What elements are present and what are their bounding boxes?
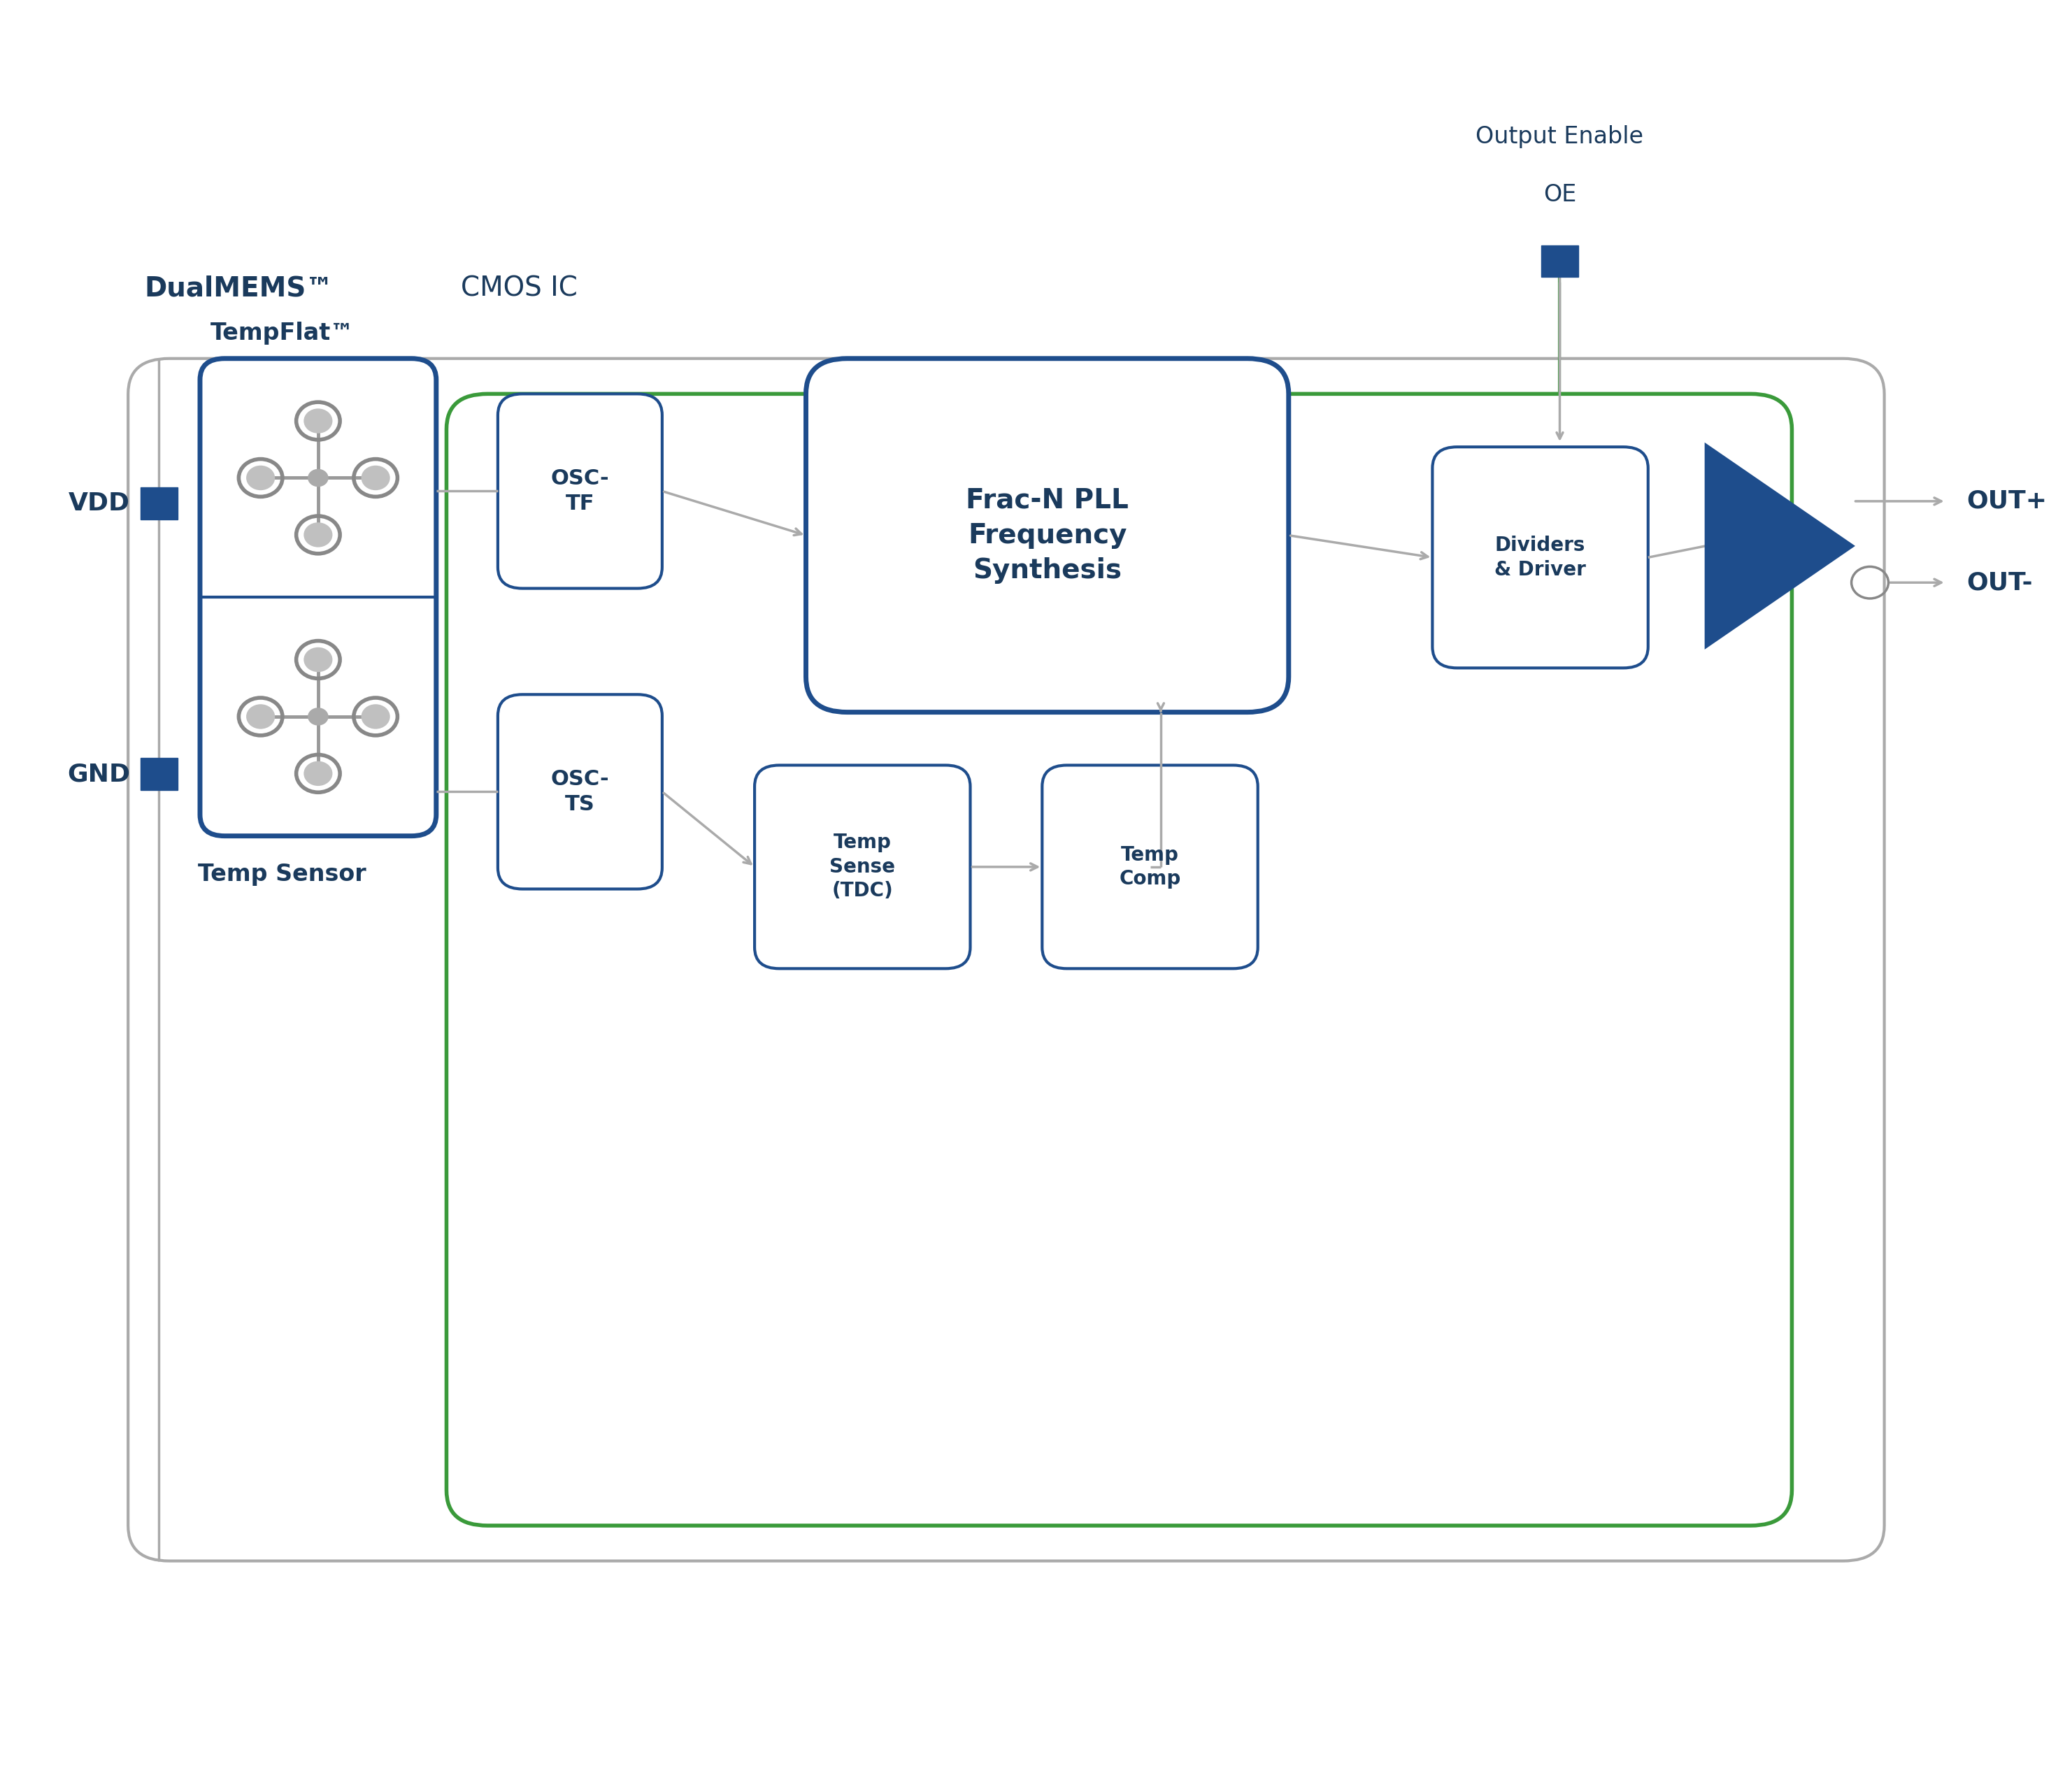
Circle shape [305,761,332,786]
Circle shape [361,466,390,491]
Text: Output Enable: Output Enable [1475,124,1643,148]
FancyBboxPatch shape [445,395,1792,1526]
Text: TempFlat™: TempFlat™ [209,322,354,345]
Polygon shape [1705,444,1854,647]
Bar [141,757,178,789]
FancyBboxPatch shape [497,395,663,589]
Text: OSC-
TS: OSC- TS [551,770,609,814]
FancyBboxPatch shape [806,359,1289,713]
FancyBboxPatch shape [1042,765,1258,969]
Circle shape [305,409,332,434]
FancyBboxPatch shape [1432,446,1647,669]
Text: Frac-N PLL
Frequency
Synthesis: Frac-N PLL Frequency Synthesis [966,487,1129,583]
Text: DualMEMS™: DualMEMS™ [145,276,334,302]
Text: Temp
Comp: Temp Comp [1119,845,1181,889]
Circle shape [247,466,276,491]
FancyBboxPatch shape [201,359,437,836]
Text: CMOS IC: CMOS IC [460,276,578,302]
Text: GND: GND [66,763,131,786]
Text: OSC-
TF: OSC- TF [551,468,609,514]
Text: Temp
Sense
(TDC): Temp Sense (TDC) [829,832,895,901]
Text: OUT+: OUT+ [1966,489,2047,514]
FancyBboxPatch shape [754,765,970,969]
Circle shape [309,708,329,725]
FancyBboxPatch shape [128,359,1883,1561]
Circle shape [305,523,332,548]
Circle shape [305,647,332,672]
Bar [1542,245,1579,277]
Circle shape [309,469,329,487]
Text: OE: OE [1544,183,1577,206]
Bar [141,487,178,519]
Circle shape [361,704,390,729]
Text: VDD: VDD [68,493,131,516]
Text: Temp Sensor: Temp Sensor [199,862,367,885]
FancyBboxPatch shape [497,695,663,889]
Text: Dividers
& Driver: Dividers & Driver [1494,535,1585,580]
Text: OUT-: OUT- [1966,571,2033,594]
Circle shape [247,704,276,729]
